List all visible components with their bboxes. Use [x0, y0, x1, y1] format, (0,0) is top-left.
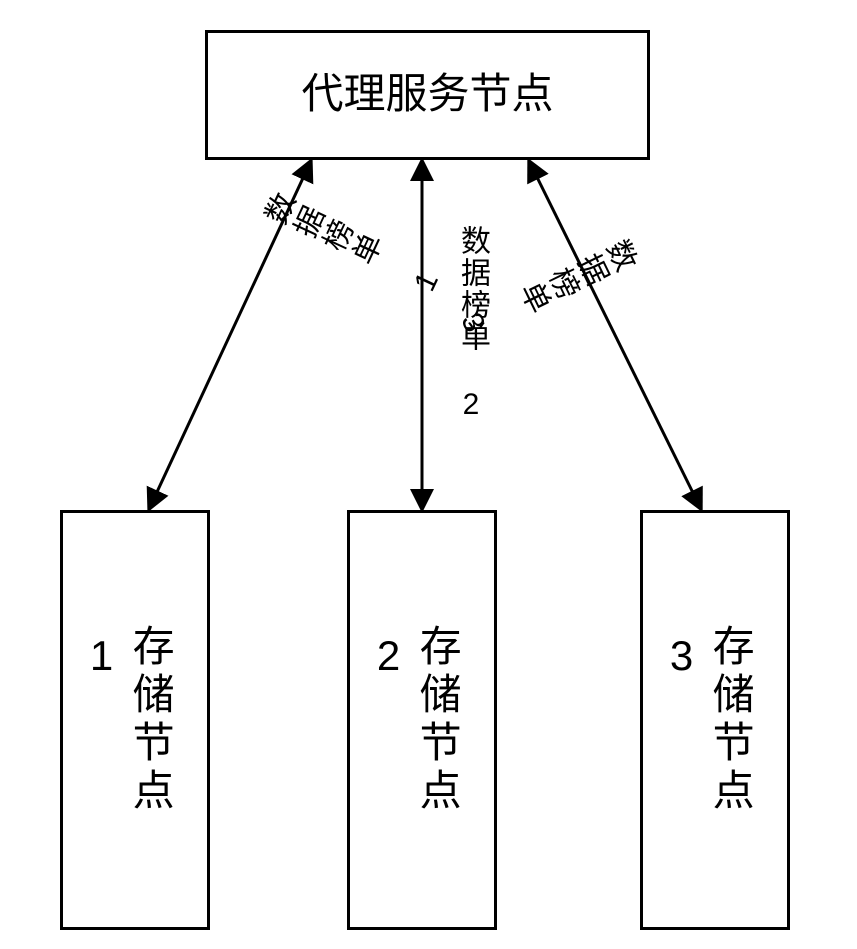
- edge-3-label-text: 数据榜单: [513, 230, 643, 316]
- storage-node-3-num: 3: [670, 632, 699, 680]
- edge-1-label-num: 1: [408, 265, 447, 296]
- proxy-node: 代理服务节点: [205, 30, 650, 160]
- edge-3: [530, 163, 700, 507]
- edge-1-label: 数据榜单 1: [255, 185, 452, 308]
- storage-node-2: 存储节点2: [347, 510, 497, 930]
- storage-node-1-text: 存储节点: [126, 624, 172, 816]
- storage-node-1-label: 存储节点1: [90, 624, 180, 816]
- storage-node-1-num: 1: [90, 632, 119, 680]
- storage-node-1: 存储节点1: [60, 510, 210, 930]
- storage-node-3: 存储节点3: [640, 510, 790, 930]
- storage-node-3-label: 存储节点3: [670, 624, 760, 816]
- edge-2-label-num: 2: [463, 388, 482, 422]
- proxy-node-label: 代理服务节点: [301, 70, 553, 120]
- storage-node-2-label: 存储节点2: [377, 624, 467, 816]
- edge-3-label-num: 3: [453, 308, 492, 340]
- edge-1-label-text: 数据榜单: [258, 190, 388, 274]
- storage-node-2-num: 2: [377, 632, 406, 680]
- storage-node-2-text: 存储节点: [413, 624, 459, 816]
- diagram-container: 代理服务节点 存储节点1 存储节点2 存储节点3 数据: [0, 0, 857, 949]
- storage-node-3-text: 存储节点: [706, 624, 752, 816]
